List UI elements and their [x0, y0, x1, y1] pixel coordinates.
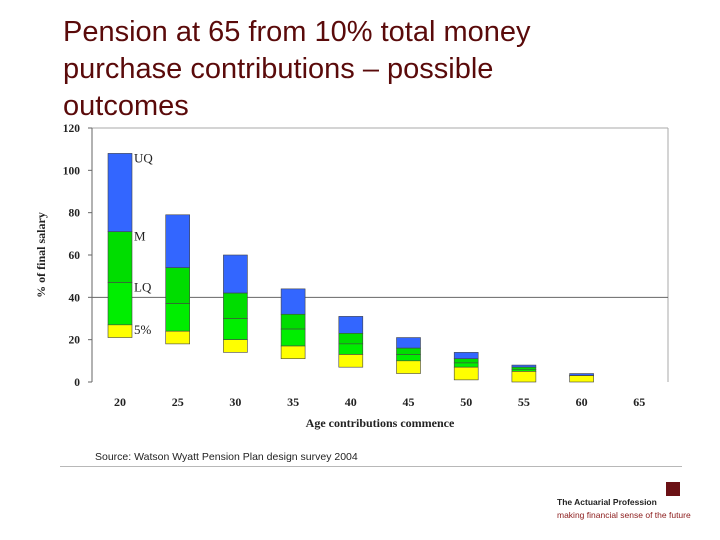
y-tick-label: 80: [69, 208, 81, 220]
source-note: Source: Watson Wyatt Pension Plan design…: [95, 451, 358, 463]
band-label-lq: LQ: [134, 280, 152, 295]
band-label-uq: UQ: [134, 150, 153, 165]
bar-m-45: [396, 347, 421, 355]
bar-m-40: [338, 333, 364, 345]
band-label-m: M: [134, 229, 146, 244]
x-tick-label: 45: [403, 395, 415, 409]
y-tick-label: 0: [74, 377, 80, 389]
bar-m-55: [511, 366, 537, 370]
bar-uq-50: [453, 352, 479, 360]
bar-5pct-45: [396, 360, 421, 374]
x-tick-label: 65: [633, 395, 645, 409]
logo-mark: [666, 482, 680, 496]
y-tick-label: 120: [63, 123, 81, 135]
x-tick-label: 30: [229, 395, 241, 409]
x-tick-label: 50: [460, 395, 472, 409]
source-divider: [60, 466, 682, 467]
x-tick-label: 25: [172, 395, 184, 409]
slide-title: Pension at 65 from 10% total money purch…: [63, 16, 531, 122]
y-tick-label: 20: [69, 335, 81, 347]
bar-lq-50: [453, 362, 479, 368]
bar-m-50: [453, 358, 479, 364]
bar-5pct-50: [453, 366, 479, 381]
logo-name: The Actuarial Profession: [557, 497, 657, 507]
bar-lq-40: [338, 343, 364, 355]
bar-5pct-35: [280, 345, 306, 360]
bar-uq-40: [338, 316, 364, 334]
logo-tagline: making financial sense of the future: [557, 510, 691, 520]
bar-5pct-25: [165, 330, 190, 345]
bar-uq-55: [511, 364, 537, 368]
x-tick-label: 60: [576, 395, 588, 409]
bar-m-35: [280, 313, 306, 330]
bar-uq-20: [107, 153, 133, 233]
y-tick-label: 60: [69, 250, 81, 262]
y-tick-label: 40: [69, 292, 81, 304]
x-tick-label: 55: [518, 395, 530, 409]
bar-lq-55: [511, 368, 537, 372]
bar-m-30: [223, 292, 248, 319]
bar-lq-30: [223, 318, 248, 340]
bar-uq-30: [223, 254, 248, 294]
bar-5pct-30: [223, 339, 248, 353]
bar-uq-60: [569, 373, 594, 376]
x-tick-label: 40: [345, 395, 357, 409]
bar-m-20: [107, 231, 133, 283]
bar-lq-20: [107, 282, 133, 326]
y-axis-label: % of final salary: [34, 212, 48, 298]
bar-5pct-40: [338, 354, 364, 368]
bar-uq-35: [280, 288, 306, 315]
bar-uq-25: [165, 214, 190, 269]
bar-lq-45: [396, 354, 421, 362]
y-tick-label: 100: [63, 165, 81, 177]
bar-m-25: [165, 267, 190, 304]
x-tick-label: 35: [287, 395, 299, 409]
bar-uq-45: [396, 337, 421, 349]
bar-5pct-60: [569, 375, 594, 383]
bar-5pct-20: [107, 324, 133, 338]
x-axis-label: Age contributions commence: [306, 416, 455, 430]
bar-lq-35: [280, 328, 306, 347]
x-tick-label: 20: [114, 395, 126, 409]
bar-lq-25: [165, 303, 190, 332]
bar-5pct-55: [511, 371, 537, 383]
band-label-5pct: 5%: [134, 322, 152, 337]
